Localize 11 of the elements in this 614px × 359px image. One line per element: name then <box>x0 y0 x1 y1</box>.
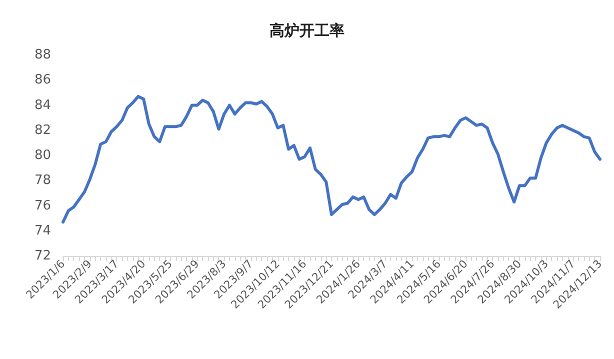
y-tick-label: 78 <box>34 173 51 188</box>
y-tick-label: 84 <box>34 98 51 113</box>
y-tick-label: 72 <box>34 248 51 264</box>
y-tick-label: 80 <box>34 148 51 163</box>
chart-title: 高炉开工率 <box>270 22 344 40</box>
y-tick-label: 74 <box>34 223 51 238</box>
y-tick-label: 82 <box>34 122 51 138</box>
y-tick-label: 88 <box>34 48 51 62</box>
y-tick-label: 76 <box>34 198 51 214</box>
line-series <box>62 94 602 224</box>
y-tick-label: 86 <box>34 72 51 88</box>
